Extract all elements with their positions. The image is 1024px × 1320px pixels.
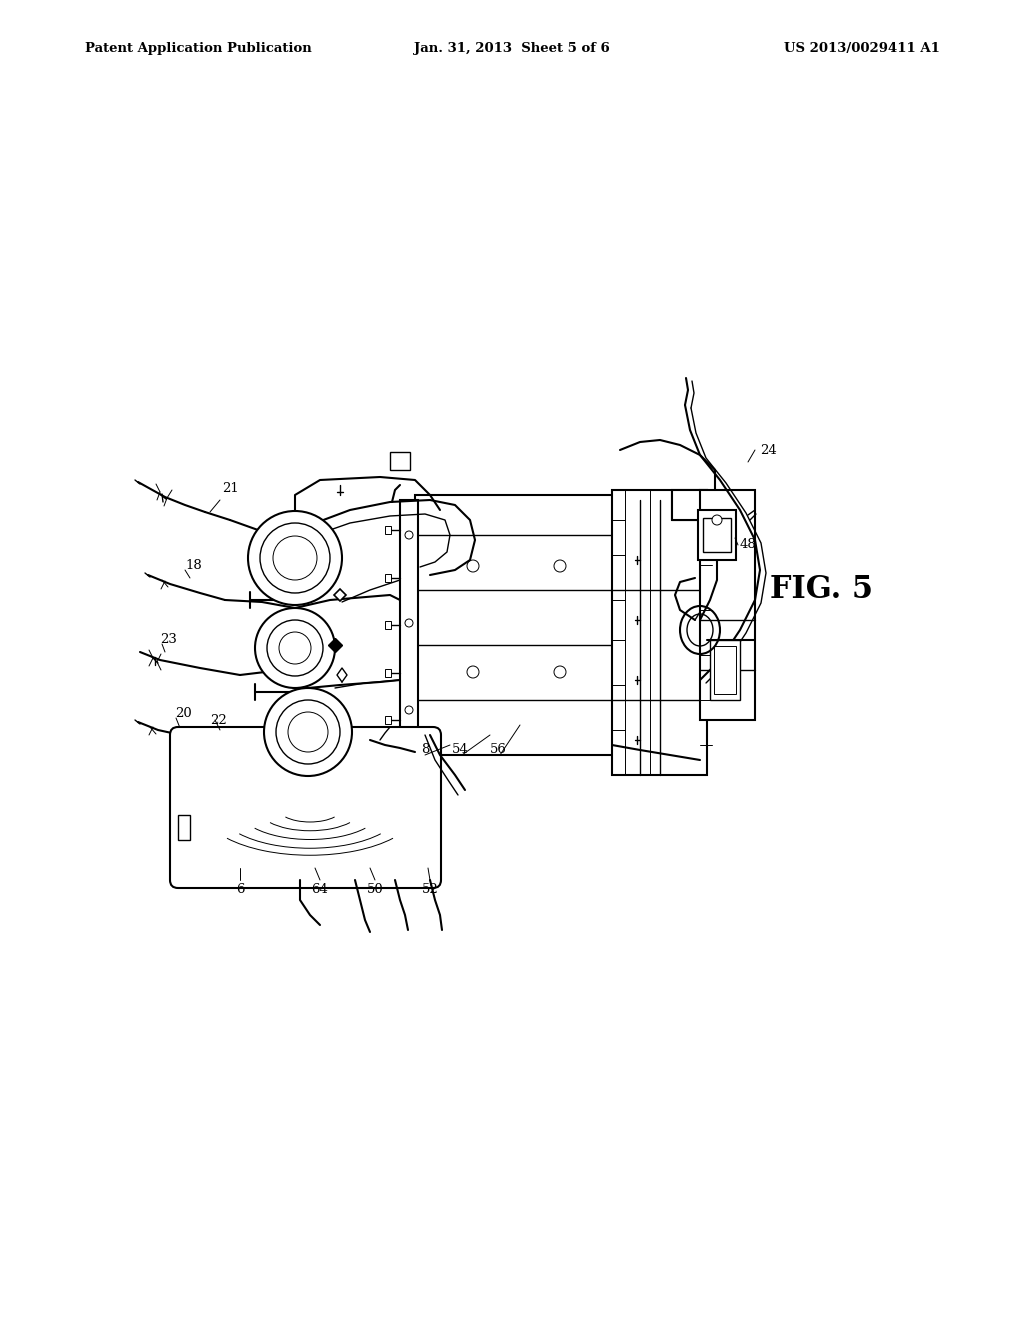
Text: 21: 21	[222, 482, 239, 495]
Circle shape	[712, 515, 722, 525]
Bar	[178, 814, 190, 840]
Bar	[390, 451, 410, 470]
Circle shape	[267, 620, 323, 676]
Text: 8: 8	[421, 743, 429, 756]
Text: 23: 23	[160, 634, 177, 645]
Text: Patent Application Publication: Patent Application Publication	[85, 42, 311, 55]
Circle shape	[554, 667, 566, 678]
Circle shape	[406, 531, 413, 539]
Bar	[612, 490, 707, 775]
Text: Jan. 31, 2013  Sheet 5 of 6: Jan. 31, 2013 Sheet 5 of 6	[414, 42, 610, 55]
Text: 56: 56	[489, 743, 507, 756]
Circle shape	[279, 632, 311, 664]
Bar	[672, 490, 707, 520]
Text: 52: 52	[422, 883, 438, 896]
Text: 18: 18	[185, 558, 202, 572]
Circle shape	[264, 688, 352, 776]
Circle shape	[288, 711, 328, 752]
Bar	[400, 500, 418, 744]
Bar	[700, 490, 755, 719]
Circle shape	[255, 609, 335, 688]
Circle shape	[554, 560, 566, 572]
Text: US 2013/0029411 A1: US 2013/0029411 A1	[784, 42, 940, 55]
Text: 48: 48	[740, 539, 757, 552]
Bar	[698, 510, 736, 560]
Circle shape	[406, 619, 413, 627]
Bar	[714, 645, 736, 694]
Circle shape	[273, 536, 317, 579]
Circle shape	[248, 511, 342, 605]
FancyBboxPatch shape	[170, 727, 441, 888]
Bar	[385, 574, 391, 582]
Text: FIG. 5: FIG. 5	[770, 574, 873, 606]
Text: 6: 6	[236, 883, 245, 896]
Bar	[385, 525, 391, 535]
Circle shape	[467, 667, 479, 678]
Bar	[385, 620, 391, 630]
Text: 24: 24	[760, 444, 777, 457]
Text: 20: 20	[175, 708, 191, 719]
Bar	[385, 715, 391, 723]
Circle shape	[467, 560, 479, 572]
Circle shape	[276, 700, 340, 764]
Text: 22: 22	[210, 714, 226, 726]
Bar	[385, 669, 391, 677]
Text: 64: 64	[311, 883, 329, 896]
Circle shape	[260, 523, 330, 593]
Bar	[710, 640, 740, 700]
Bar	[703, 517, 731, 552]
Text: 54: 54	[452, 743, 468, 756]
Circle shape	[406, 706, 413, 714]
Text: 50: 50	[367, 883, 383, 896]
Bar	[415, 495, 615, 755]
